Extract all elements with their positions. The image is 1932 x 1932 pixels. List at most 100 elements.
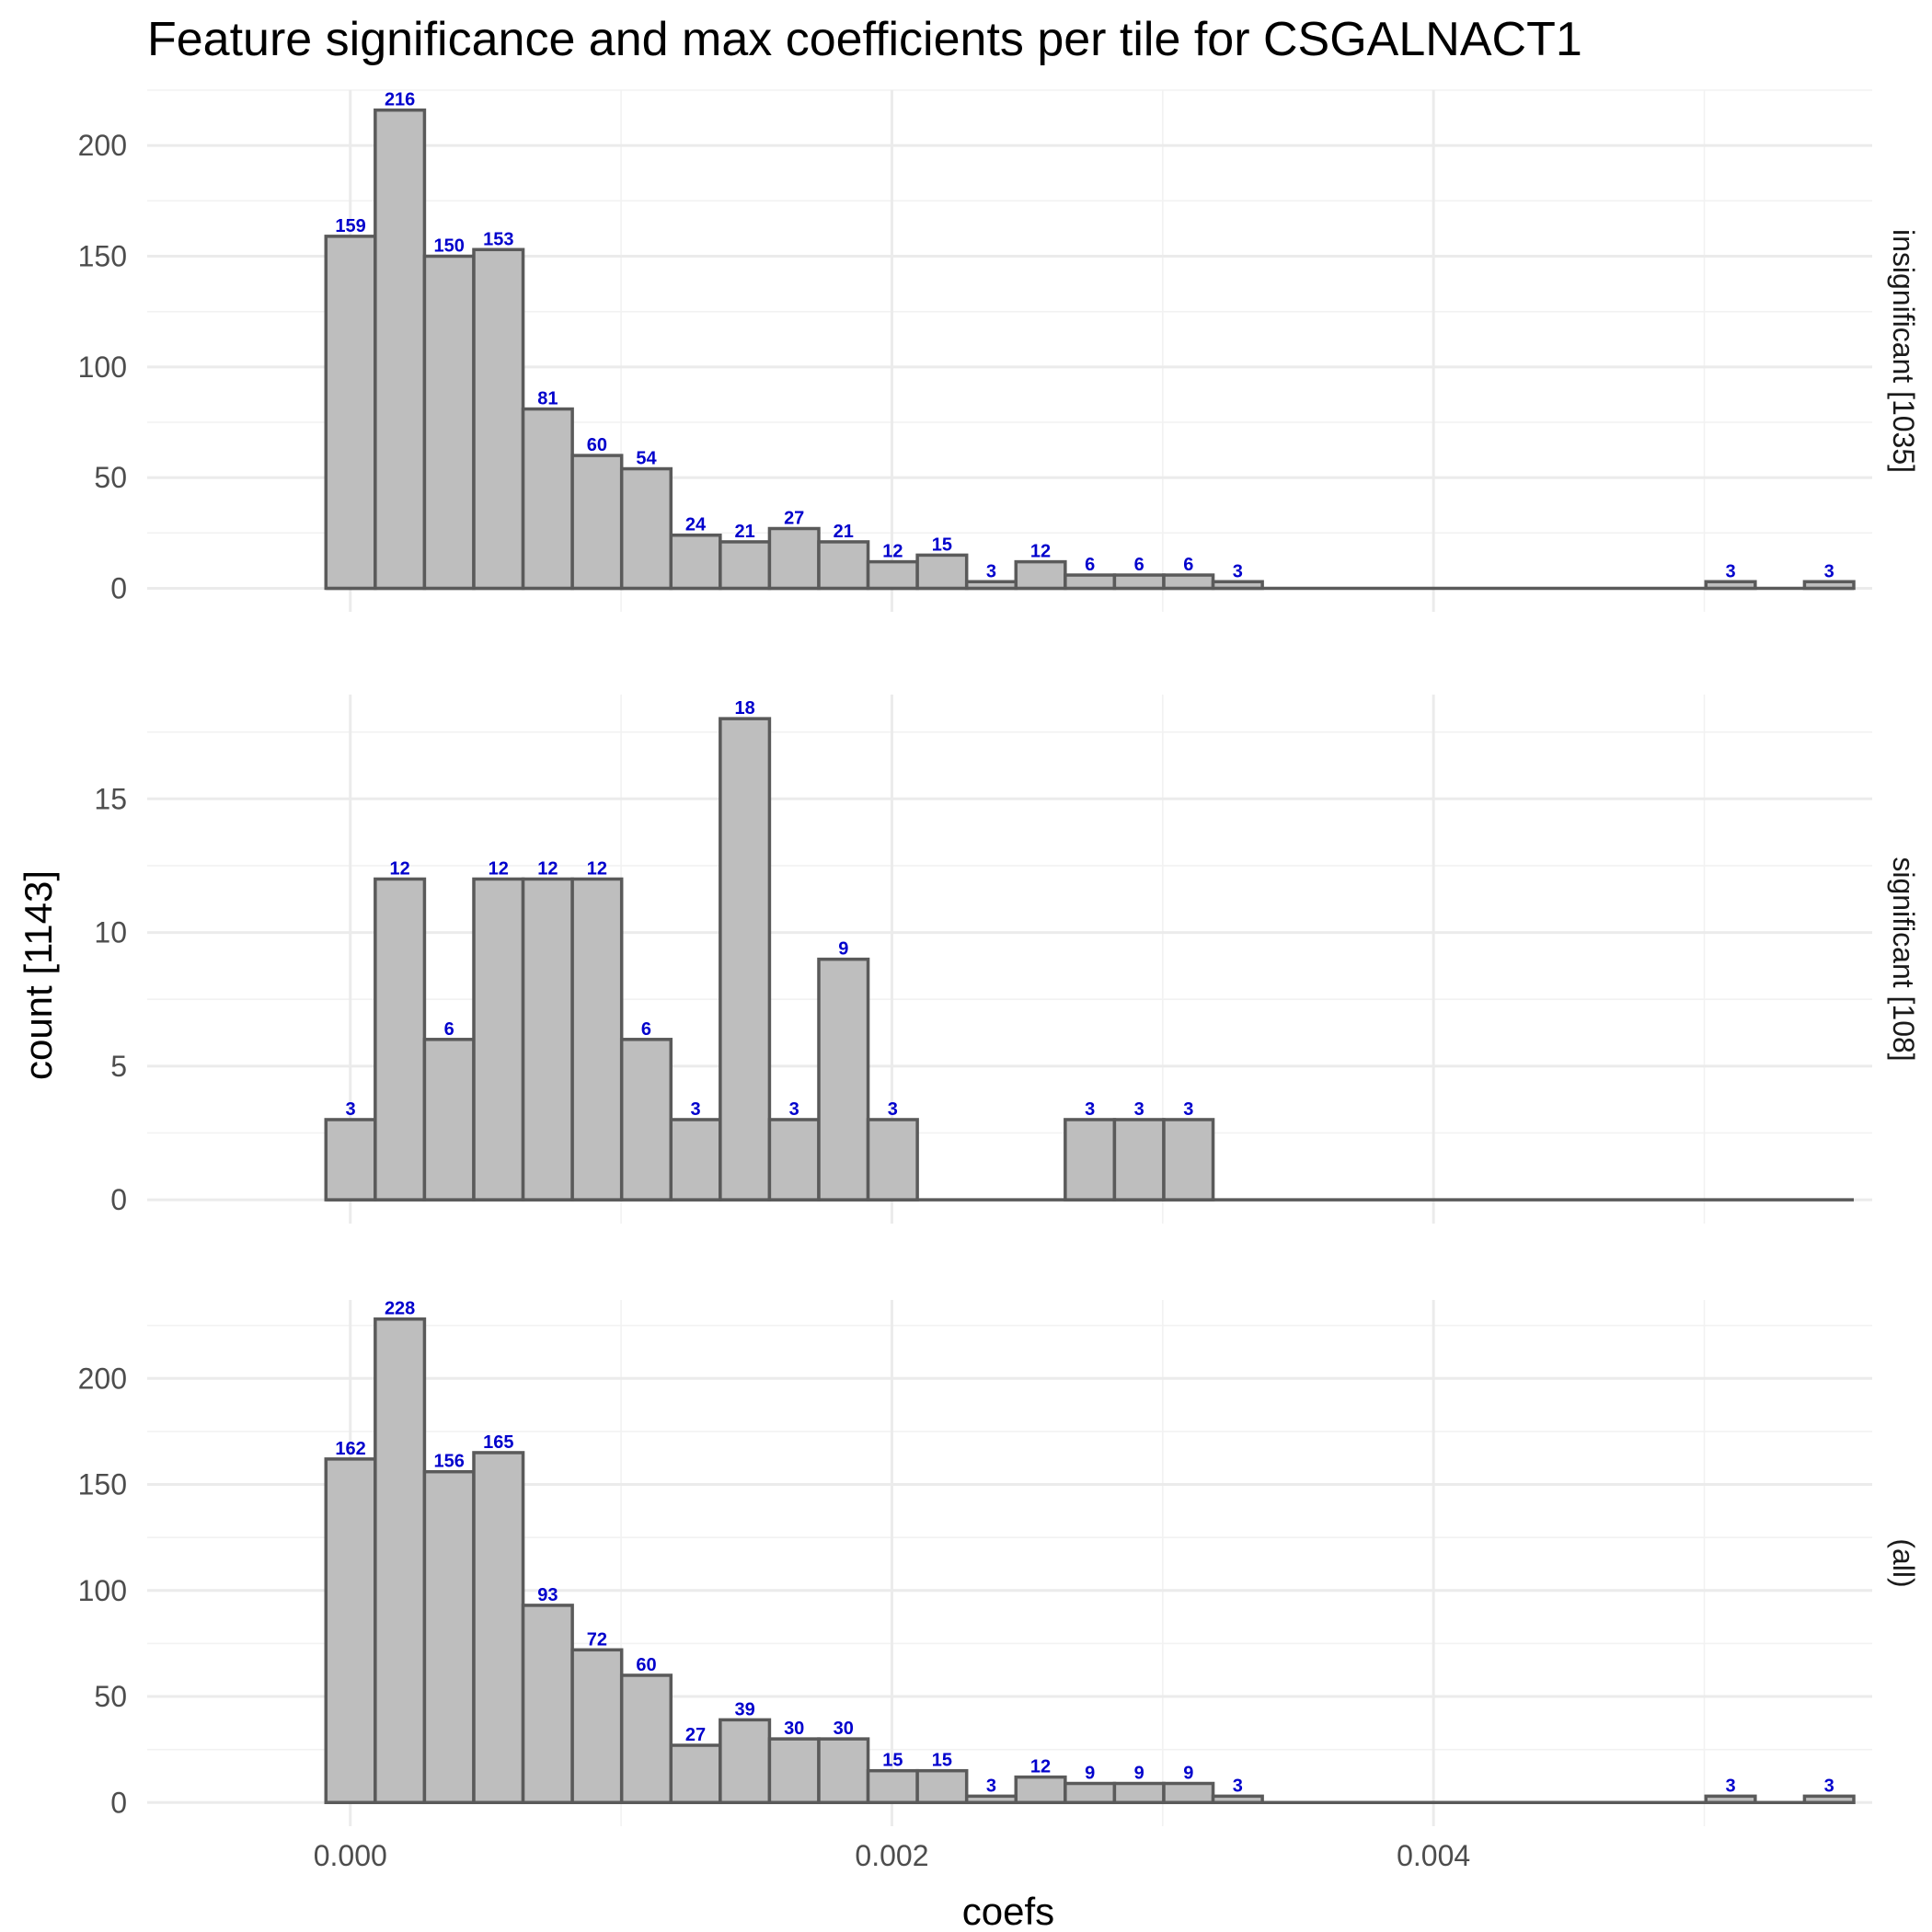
- histogram-bar: [1211, 580, 1264, 591]
- bar-value-label: 9: [1183, 1764, 1193, 1784]
- histogram-bar: [619, 466, 673, 591]
- histogram-bar: [374, 1317, 427, 1805]
- histogram-bar: [1112, 1781, 1166, 1805]
- histogram-bar: [570, 1648, 624, 1805]
- histogram-bar: [1064, 1118, 1117, 1202]
- histogram-bar: [570, 877, 624, 1202]
- histogram-bar: [422, 1469, 476, 1805]
- histogram-bar: [324, 235, 377, 591]
- bar-value-label: 6: [1085, 555, 1095, 575]
- histogram-bar: [472, 1451, 525, 1805]
- bar-value-label: 3: [1233, 561, 1243, 581]
- facet-strip-label: (all): [1887, 1538, 1920, 1587]
- x-axis: 0.000 0.002 0.004: [314, 1839, 1470, 1872]
- histogram-bar: [1162, 1118, 1215, 1202]
- bar-value-label: 72: [587, 1629, 607, 1650]
- histogram-bar: [669, 1118, 722, 1202]
- histogram-bar: [570, 454, 624, 591]
- histogram-bar: [719, 1718, 772, 1805]
- y-tick-label: 150: [78, 239, 127, 272]
- y-tick-label: 10: [94, 916, 127, 949]
- bar-value-label: 3: [1233, 1776, 1243, 1796]
- histogram-bar: [669, 533, 722, 591]
- bar-value-label: 3: [1824, 561, 1834, 581]
- bar-value-label: 3: [1134, 1099, 1144, 1120]
- y-tick-label: 100: [78, 1574, 127, 1607]
- facet-strip-label: insignificant [1035]: [1887, 229, 1920, 473]
- histogram-bar: [521, 877, 574, 1202]
- histogram-bar: [374, 877, 427, 1202]
- bar-value-label: 3: [986, 561, 996, 581]
- bar-value-label: 159: [335, 216, 365, 236]
- bar-value-label: 165: [483, 1432, 513, 1453]
- bar-value-label: 39: [735, 1699, 755, 1719]
- histogram-bar: [915, 553, 969, 591]
- bar-value-label: 3: [986, 1776, 996, 1796]
- histogram-bar: [866, 1118, 919, 1202]
- histogram-bar: [1802, 580, 1856, 591]
- y-tick-label: 50: [94, 461, 127, 494]
- histogram-bar: [1014, 559, 1067, 591]
- x-tick-label: 0.004: [1397, 1839, 1470, 1872]
- histogram-bar: [1112, 1118, 1166, 1202]
- y-tick-label: 150: [78, 1468, 127, 1501]
- y-tick-label: 50: [94, 1680, 127, 1713]
- bar-value-label: 6: [444, 1019, 454, 1040]
- bar-value-label: 12: [587, 858, 607, 879]
- histogram-bar: [964, 1794, 1018, 1805]
- bar-value-label: 27: [784, 509, 804, 529]
- histogram-bar: [324, 1457, 377, 1805]
- histogram-bar: [817, 540, 870, 591]
- bar-value-label: 216: [385, 90, 415, 110]
- y-tick-label: 0: [110, 1183, 127, 1216]
- histogram-bar: [964, 580, 1018, 591]
- bar-value-label: 3: [789, 1099, 799, 1120]
- bar-value-label: 3: [1725, 561, 1735, 581]
- histogram-bar: [767, 526, 821, 591]
- histogram-bar: [817, 957, 870, 1202]
- bar-value-label: 9: [1134, 1764, 1144, 1784]
- bar-value-label: 15: [932, 1751, 952, 1771]
- bar-value-label: 15: [932, 535, 952, 555]
- histogram-bar: [619, 1673, 673, 1805]
- histogram-bar: [719, 717, 772, 1202]
- y-tick-label: 5: [110, 1050, 127, 1083]
- bar-value-label: 3: [888, 1099, 898, 1120]
- bar-value-label: 24: [685, 515, 707, 535]
- histogram-bar: [521, 1604, 574, 1805]
- histogram-bar: [472, 247, 525, 591]
- bar-value-label: 12: [390, 858, 410, 879]
- histogram-bar: [1162, 1781, 1215, 1805]
- histogram-bar: [1211, 1794, 1264, 1805]
- bar-value-label: 12: [489, 858, 509, 879]
- histogram-bar: [374, 108, 427, 591]
- bar-value-label: 3: [1183, 1099, 1193, 1120]
- histogram-bar: [472, 877, 525, 1202]
- histogram-bar: [719, 540, 772, 591]
- bar-value-label: 93: [537, 1585, 558, 1605]
- chart-title: Feature significance and max coefficient…: [147, 13, 1582, 66]
- bar-value-label: 3: [1085, 1099, 1095, 1120]
- histogram-bar: [422, 1038, 476, 1202]
- histogram-bar: [767, 1118, 821, 1202]
- x-tick-label: 0.002: [855, 1839, 928, 1872]
- histogram-bar: [1704, 1794, 1757, 1805]
- bar-value-label: 12: [882, 542, 903, 562]
- bar-value-label: 18: [735, 698, 755, 719]
- histogram-bar: [866, 559, 919, 591]
- bar-value-label: 228: [385, 1299, 415, 1319]
- histogram-bar: [521, 407, 574, 591]
- bar-value-label: 9: [1085, 1764, 1095, 1784]
- facet-panel: 0 5 10 15 3 12 6 12 12 12 6 3 18 3 9 3 3 3 3 significant [1…: [94, 695, 1920, 1224]
- histogram-bar: [422, 254, 476, 591]
- bar-value-label: 21: [834, 522, 854, 542]
- bar-value-label: 12: [537, 858, 558, 879]
- bar-value-label: 153: [483, 229, 513, 249]
- histogram-bar: [619, 1038, 673, 1202]
- histogram-bar: [866, 1768, 919, 1805]
- x-axis-title: coefs: [962, 1890, 1054, 1932]
- histogram-bar: [1112, 573, 1166, 591]
- y-tick-label: 0: [110, 1786, 127, 1819]
